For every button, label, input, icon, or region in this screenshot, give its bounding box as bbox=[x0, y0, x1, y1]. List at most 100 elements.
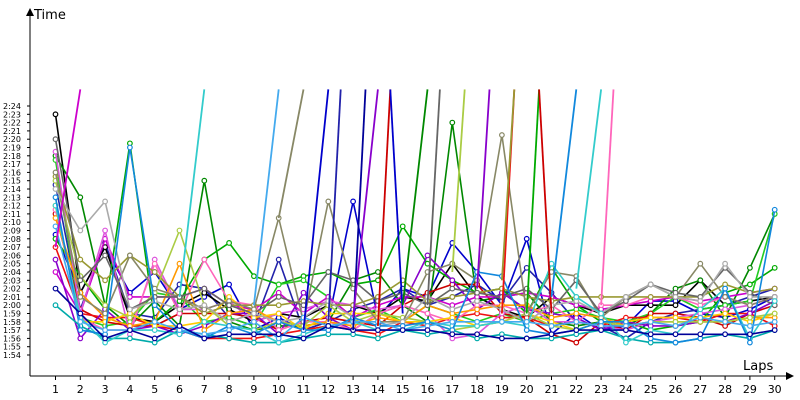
data-point bbox=[176, 323, 183, 329]
data-point bbox=[573, 318, 580, 325]
data-point bbox=[201, 318, 208, 325]
data-point bbox=[151, 302, 158, 309]
data-point bbox=[250, 310, 257, 317]
data-point bbox=[275, 310, 282, 317]
x-tick-label: 6 bbox=[176, 383, 183, 396]
data-point bbox=[275, 294, 282, 300]
data-point bbox=[697, 260, 704, 267]
data-point bbox=[474, 331, 481, 338]
y-tick-label: 2:01 bbox=[3, 293, 21, 302]
data-point bbox=[771, 327, 778, 334]
series-18 bbox=[52, 136, 778, 317]
data-point bbox=[176, 260, 183, 267]
data-point bbox=[77, 277, 84, 284]
data-point bbox=[300, 277, 307, 284]
data-point bbox=[226, 240, 233, 246]
data-point bbox=[52, 186, 59, 192]
x-tick-label: 1 bbox=[52, 383, 59, 396]
outlier-spikes bbox=[54, 89, 615, 331]
data-point bbox=[722, 285, 728, 292]
outlier-spike bbox=[54, 89, 82, 248]
data-point bbox=[672, 339, 679, 346]
y-tick-label: 1:59 bbox=[3, 310, 21, 319]
data-point bbox=[126, 335, 133, 342]
data-point bbox=[375, 327, 381, 334]
series-layer bbox=[52, 89, 778, 346]
data-point bbox=[226, 310, 233, 317]
outlier-spike bbox=[352, 89, 367, 331]
x-tick-label: 8 bbox=[226, 383, 233, 396]
outlier-spike bbox=[389, 89, 404, 314]
series-line bbox=[54, 188, 775, 327]
outlier-spike bbox=[327, 89, 342, 322]
data-point bbox=[598, 310, 604, 317]
data-point bbox=[151, 269, 158, 275]
y-tick-label: 2:24 bbox=[3, 102, 21, 111]
series-line bbox=[54, 288, 775, 340]
data-point bbox=[449, 331, 456, 338]
data-point bbox=[52, 223, 59, 230]
series-line bbox=[54, 205, 775, 331]
x-tick-label: 25 bbox=[644, 383, 658, 396]
data-point bbox=[647, 281, 654, 288]
y-tick-label: 2:00 bbox=[3, 301, 21, 310]
y-tick-label: 2:17 bbox=[3, 160, 21, 169]
data-point bbox=[102, 335, 108, 342]
data-point bbox=[523, 318, 530, 325]
data-point bbox=[151, 260, 158, 267]
data-point bbox=[250, 318, 257, 325]
data-point bbox=[77, 335, 84, 342]
data-point bbox=[697, 306, 704, 313]
data-point bbox=[126, 144, 133, 151]
data-point bbox=[697, 314, 704, 321]
data-point bbox=[201, 302, 208, 309]
x-tick-label: 5 bbox=[151, 383, 158, 396]
data-point bbox=[474, 289, 481, 296]
x-tick-label: 2 bbox=[77, 383, 84, 396]
data-point bbox=[548, 331, 555, 338]
outlier-spike bbox=[451, 89, 466, 273]
data-point bbox=[275, 302, 282, 309]
y-tick-label: 1:58 bbox=[3, 318, 21, 327]
data-point bbox=[275, 256, 282, 263]
axes: 1:541:551:561:571:581:592:002:012:022:03… bbox=[3, 8, 794, 396]
data-point bbox=[722, 310, 728, 317]
outlier-spike bbox=[352, 89, 379, 318]
outlier-spike bbox=[538, 89, 553, 314]
y-tick-label: 2:11 bbox=[3, 210, 21, 219]
data-point bbox=[722, 318, 728, 325]
data-point bbox=[126, 306, 133, 313]
data-point bbox=[771, 298, 778, 304]
y-tick-label: 1:55 bbox=[3, 343, 21, 352]
y-tick-label: 2:08 bbox=[3, 235, 21, 244]
data-point bbox=[449, 318, 456, 325]
x-tick-label: 20 bbox=[520, 383, 534, 396]
data-point bbox=[77, 227, 84, 234]
data-point bbox=[672, 294, 679, 300]
data-point bbox=[474, 306, 481, 313]
data-point bbox=[747, 339, 753, 346]
data-point bbox=[449, 306, 456, 313]
data-point bbox=[672, 302, 679, 309]
data-point bbox=[499, 318, 505, 325]
data-point bbox=[102, 277, 108, 284]
data-point bbox=[424, 252, 431, 259]
data-point bbox=[771, 206, 778, 213]
x-tick-label: 22 bbox=[569, 383, 583, 396]
data-point bbox=[201, 335, 208, 342]
y-tick-label: 2:21 bbox=[3, 127, 21, 136]
outlier-spike bbox=[575, 89, 602, 289]
data-point bbox=[449, 277, 456, 284]
series-line bbox=[54, 304, 775, 344]
data-point bbox=[77, 256, 84, 263]
x-tick-label: 7 bbox=[201, 383, 208, 396]
x-tick-label: 26 bbox=[669, 383, 683, 396]
data-point bbox=[647, 331, 654, 338]
data-point bbox=[300, 289, 307, 296]
data-point bbox=[275, 281, 282, 288]
x-tick-label: 4 bbox=[126, 383, 133, 396]
y-tick-label: 2:23 bbox=[3, 110, 21, 119]
data-point bbox=[424, 310, 431, 317]
data-point bbox=[300, 335, 307, 342]
